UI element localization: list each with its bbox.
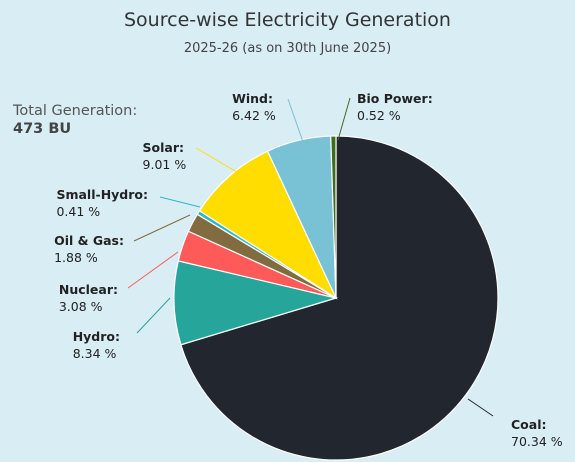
pie-slice-hydro [173,260,339,346]
leader-line-solar [195,147,238,173]
leader-line-bio-power [337,97,351,141]
label-name-oil-gas: Oil & Gas: [54,233,124,248]
label-name-hydro: Hydro: [73,329,120,344]
label-value-wind: 6.42 % [232,108,276,123]
leader-line-oil-gas [133,214,191,242]
label-name-coal: Coal: [511,417,546,432]
pie-slice-bio-power [330,135,337,299]
label-name-bio-power: Bio Power: [357,91,433,106]
pie-slice-solar [198,150,338,300]
chart-title: Source-wise Electricity Generation [124,9,451,31]
leader-line-coal [467,398,494,417]
leader-line-nuclear [127,251,179,289]
total-generation-label: Total Generation: [13,103,138,119]
label-value-nuclear: 3.08 % [59,299,103,314]
label-value-hydro: 8.34 % [73,346,117,361]
label-value-oil-gas: 1.88 % [54,250,98,265]
total-generation-value: 473 BU [13,121,72,137]
pie-slice-coal [180,135,499,461]
label-value-small-hydro: 0.41 % [56,204,100,219]
label-name-small-hydro: Small-Hydro: [56,187,148,202]
label-name-nuclear: Nuclear: [59,282,118,297]
label-value-bio-power: 0.52 % [357,108,401,123]
leader-line-small-hydro [159,196,201,208]
leader-line-hydro [136,297,171,334]
label-name-wind: Wind: [232,91,273,106]
label-name-solar: Solar: [143,140,184,155]
leader-line-wind [287,98,304,143]
label-value-solar: 9.01 % [143,157,187,172]
chart-subtitle: 2025-26 (as on 30th June 2025) [183,41,392,56]
label-value-coal: 70.34 % [511,434,563,449]
